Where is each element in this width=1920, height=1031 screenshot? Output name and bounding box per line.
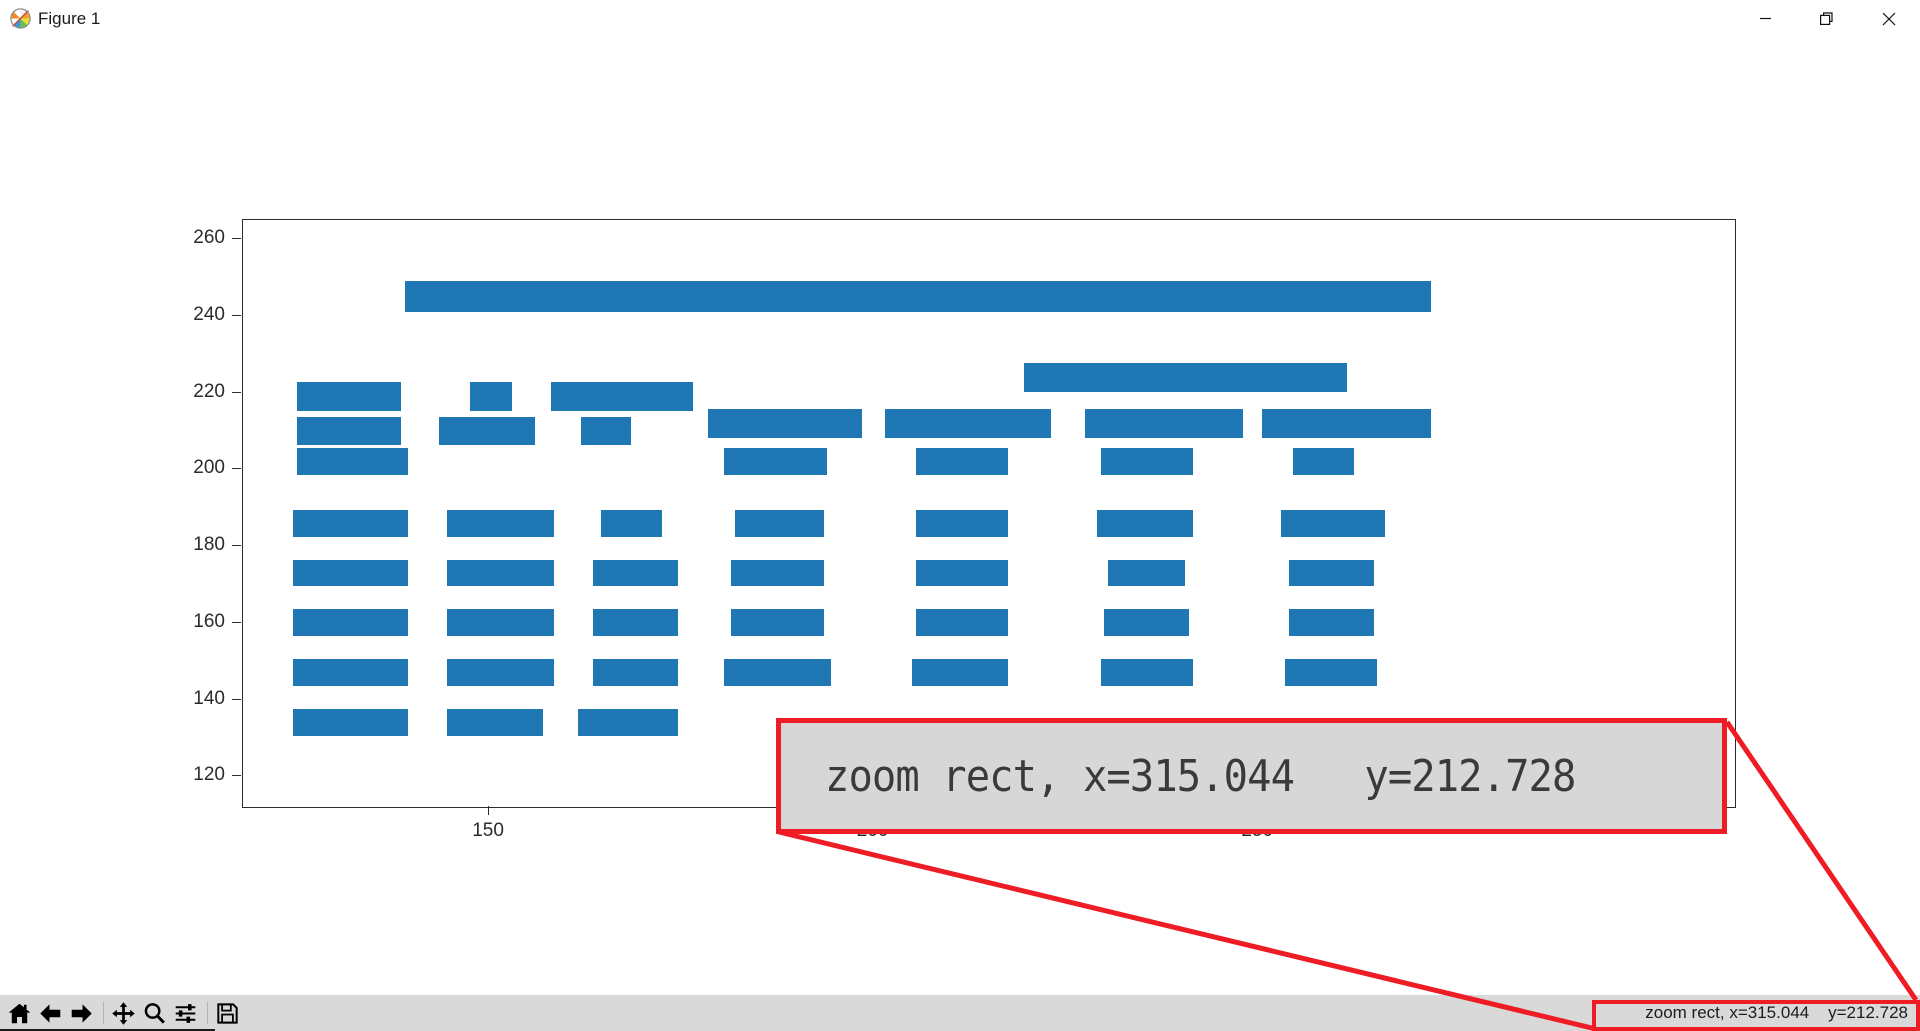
bar-segment — [915, 509, 1009, 537]
bar-segment — [296, 448, 409, 476]
y-tick-label: 180 — [193, 534, 225, 556]
bar-segment — [550, 382, 693, 411]
bar-segment — [1108, 559, 1186, 587]
x-tick-mark — [488, 806, 490, 815]
bar-segment — [446, 559, 555, 587]
bar-segment — [1100, 448, 1193, 476]
zoom-status-callout: zoom rect, x=315.044 y=212.728 — [776, 718, 1727, 834]
bar-segment — [577, 709, 678, 736]
window-title-bar: Figure 1 — [0, 0, 1920, 38]
bar-segment — [446, 709, 543, 736]
bar-segment — [1262, 408, 1432, 438]
y-tick-mark — [232, 238, 241, 240]
bar-segment — [292, 609, 409, 637]
bar-segment — [1104, 609, 1189, 637]
bar-segment — [292, 709, 409, 736]
bar-segment — [912, 659, 1009, 687]
bar-segment — [915, 448, 1009, 476]
configure-subplots-button[interactable] — [170, 998, 201, 1029]
bar-segment — [708, 408, 863, 438]
back-button[interactable] — [35, 998, 66, 1029]
bar-segment — [592, 659, 678, 687]
bar-segment — [1085, 408, 1243, 438]
bar-segment — [446, 509, 555, 537]
toolbar-underline — [0, 1029, 215, 1031]
zoom-button[interactable] — [139, 998, 170, 1029]
toolbar-separator-2 — [207, 1002, 208, 1024]
bar-segment — [885, 408, 1051, 438]
y-tick-label: 120 — [193, 764, 225, 786]
bar-segment — [469, 382, 513, 411]
matplotlib-nav-toolbar: zoom rect, x=315.044 y=212.728 — [0, 995, 1920, 1031]
save-button[interactable] — [212, 998, 243, 1029]
bar-segment — [731, 609, 824, 637]
arrow-left-icon — [40, 1004, 61, 1023]
matplotlib-logo-icon — [10, 8, 31, 29]
bar-segment — [439, 416, 536, 446]
floppy-disk-icon — [217, 1003, 238, 1024]
bar-segment — [1285, 659, 1378, 687]
home-button[interactable] — [4, 998, 35, 1029]
window-title: Figure 1 — [38, 9, 101, 28]
y-tick-label: 160 — [193, 610, 225, 632]
y-tick-mark — [232, 314, 241, 316]
toolbar-separator — [103, 1002, 104, 1024]
bar-segment — [735, 509, 824, 537]
y-tick-label: 260 — [193, 227, 225, 249]
y-tick-mark — [232, 391, 241, 393]
callout-text: zoom rect, x=315.044 y=212.728 — [825, 750, 1576, 802]
bar-segment — [723, 659, 832, 687]
bar-segment — [592, 559, 678, 587]
y-tick-label: 140 — [193, 687, 225, 709]
bar-segment — [1100, 659, 1193, 687]
y-tick-label: 200 — [193, 457, 225, 479]
y-tick-label: 240 — [193, 303, 225, 325]
bar-segment — [446, 609, 555, 637]
bar-segment — [592, 609, 678, 637]
bar-segment — [731, 559, 824, 587]
home-icon — [8, 1003, 31, 1024]
bar-segment — [1281, 509, 1386, 537]
bar-segment — [915, 609, 1009, 637]
bar-segment — [600, 509, 663, 537]
bar-segment — [1288, 559, 1374, 587]
y-tick-mark — [232, 698, 241, 700]
bar-segment — [404, 281, 1432, 313]
plot-axes[interactable] — [242, 219, 1736, 808]
magnifier-icon — [144, 1003, 165, 1024]
pan-button[interactable] — [108, 998, 139, 1029]
bar-segment — [1288, 609, 1374, 637]
bar-segment — [292, 559, 409, 587]
bar-segment — [581, 416, 632, 446]
x-tick-label: 150 — [472, 820, 504, 841]
bar-segment — [296, 382, 401, 411]
close-icon[interactable] — [1858, 0, 1920, 37]
bar-segment — [1023, 362, 1347, 392]
y-tick-mark — [232, 621, 241, 623]
bar-segment — [723, 448, 828, 476]
bar-segment — [1292, 448, 1355, 476]
arrow-right-icon — [71, 1004, 92, 1023]
bar-segment — [446, 659, 555, 687]
bar-segment — [292, 659, 409, 687]
minimize-icon[interactable] — [1734, 0, 1796, 37]
bar-segment — [296, 416, 401, 446]
y-tick-mark — [232, 468, 241, 470]
bar-segment — [1096, 509, 1193, 537]
y-tick-mark — [232, 545, 241, 547]
y-tick-label: 220 — [193, 380, 225, 402]
restore-icon[interactable] — [1796, 0, 1858, 37]
bars-container — [243, 220, 1735, 807]
move-arrows-icon — [112, 1002, 135, 1025]
sliders-icon — [175, 1004, 196, 1023]
forward-button[interactable] — [66, 998, 97, 1029]
y-tick-mark — [232, 775, 241, 777]
bar-segment — [915, 559, 1009, 587]
bar-segment — [292, 509, 409, 537]
status-message: zoom rect, x=315.044 y=212.728 — [1645, 1003, 1908, 1022]
